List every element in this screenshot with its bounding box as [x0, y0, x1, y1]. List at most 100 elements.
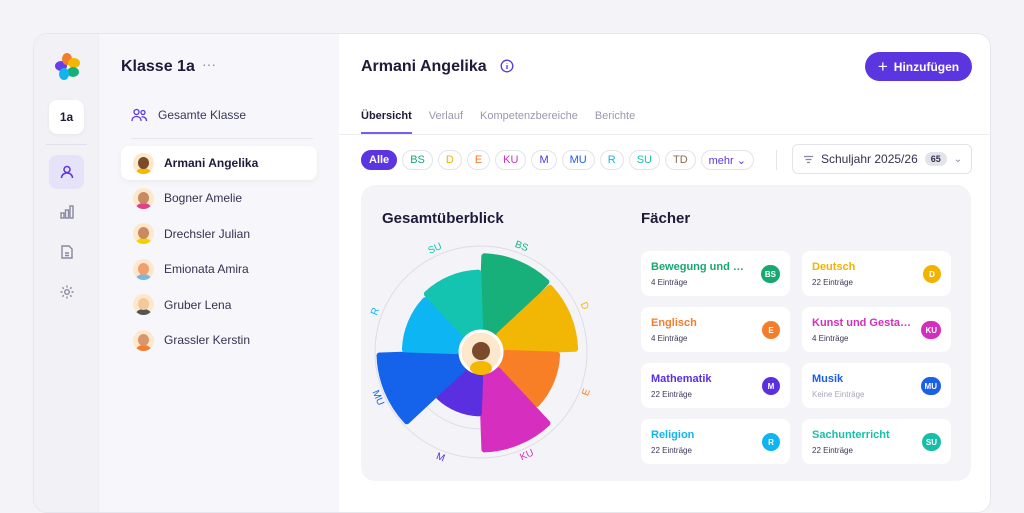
sector-E[interactable] [496, 349, 561, 407]
category-label: R [369, 306, 382, 317]
filter-chip[interactable]: D [437, 150, 462, 170]
subject-card[interactable]: Sachunterricht 22 Einträge SU [802, 419, 951, 464]
sector-D[interactable] [496, 284, 579, 355]
filter-chip[interactable]: R [599, 150, 624, 170]
category-label: BS [513, 239, 530, 254]
subject-badge: M [762, 377, 780, 395]
filter-chip[interactable]: BS [402, 150, 433, 170]
subject-name: Deutsch [812, 261, 856, 273]
filter-chip[interactable]: SU [628, 150, 660, 170]
entry-count: 4 Einträge [651, 278, 688, 287]
student-name: Gruber Lena [164, 297, 232, 312]
entry-count: 22 Einträge [812, 278, 853, 287]
plus-icon: + [877, 56, 888, 76]
avatar [133, 258, 154, 280]
sector-M[interactable] [436, 367, 484, 417]
overview-title: Gesamtüberblick [382, 210, 504, 227]
add-button[interactable]: + Hinzufügen [865, 52, 972, 81]
subject-badge: E [762, 321, 780, 339]
student-name: Armani Angelika [164, 156, 259, 170]
sector-MU[interactable] [376, 349, 466, 425]
filter-chip[interactable]: M [531, 150, 557, 170]
grid-ring [374, 245, 588, 459]
subjects-title: Fächer [641, 210, 691, 227]
filter-chip[interactable]: mehr ⌄ [700, 150, 754, 170]
subject-card[interactable]: Englisch 4 Einträge E [641, 307, 790, 352]
avatar [133, 187, 154, 209]
category-label: KU [518, 448, 535, 464]
avatar-face [472, 342, 490, 360]
filter-chip[interactable]: MU [561, 150, 595, 170]
entry-count: 22 Einträge [812, 446, 853, 455]
tab-2[interactable]: Kompetenzbereiche [480, 110, 578, 122]
category-label: SU [427, 241, 444, 257]
document-icon [60, 245, 73, 259]
filter-chip[interactable]: Alle [361, 150, 398, 170]
more-options-button[interactable]: ··· [202, 56, 216, 72]
divider [339, 134, 990, 135]
reports-nav-button[interactable] [49, 235, 84, 269]
overview-panel: Gesamtüberblick BS D E KU M MU R SU Fächer Bewe… [361, 185, 971, 481]
tab-bar: Übersicht Verlauf Kompetenzbereiche Bericht… [361, 110, 635, 134]
sector-R[interactable] [401, 297, 466, 355]
logo-icon [55, 53, 80, 80]
student-item[interactable]: Gruber Lena [121, 288, 317, 322]
info-icon[interactable] [500, 59, 514, 73]
subject-card[interactable]: Bewegung und Sport 4 Einträge BS [641, 251, 790, 296]
subject-badge: SU [921, 433, 941, 451]
polar-area-chart: BS D E KU M MU R SU [369, 239, 593, 464]
page-title: Armani Angelika [361, 58, 487, 75]
tab-0[interactable]: Übersicht [361, 110, 412, 134]
subject-card[interactable]: Deutsch 22 Einträge D [802, 251, 951, 296]
class-selector[interactable]: 1a [49, 100, 84, 134]
category-label: E [580, 387, 593, 397]
subject-badge: D [923, 265, 941, 283]
whole-class-item[interactable]: Gesamte Klasse [131, 108, 246, 122]
entry-count: 22 Einträge [651, 390, 692, 399]
category-label: D [578, 301, 591, 312]
filter-chip[interactable]: E [466, 150, 491, 170]
avatar [133, 152, 154, 174]
filter-chip[interactable]: KU [495, 150, 527, 170]
sector-KU[interactable] [478, 367, 551, 453]
count-badge: 65 [924, 152, 947, 166]
subject-name: Religion [651, 429, 695, 441]
avatar [133, 223, 154, 245]
subject-filters: Alle BS D E KU M MU R SU TD mehr ⌄ [361, 150, 754, 170]
student-name: Drechsler Julian [164, 226, 251, 241]
divider [776, 150, 777, 170]
subject-badge: KU [921, 321, 941, 339]
app-window: 1a Klasse 1a ··· Gesamte Klasse Armani A… [33, 33, 991, 513]
entry-count: 22 Einträge [651, 446, 692, 455]
tab-1[interactable]: Verlauf [428, 110, 463, 122]
sector-BS[interactable] [478, 253, 550, 337]
entry-count: 4 Einträge [812, 334, 849, 343]
subject-card[interactable]: Kunst und Gestaltung 4 Einträge KU [802, 307, 951, 352]
students-nav-button[interactable] [49, 155, 84, 189]
subject-badge: R [762, 433, 780, 451]
statistics-nav-button[interactable] [49, 195, 84, 229]
school-year-label: Schuljahr 2025/26 [821, 152, 918, 166]
avatar-shirt [470, 361, 492, 375]
school-year-select[interactable]: Schuljahr 2025/26 65 ⌄ [792, 144, 972, 174]
subject-card[interactable]: Religion 22 Einträge R [641, 419, 790, 464]
student-item[interactable]: Bogner Amelie [121, 181, 317, 215]
subject-name: Englisch [651, 317, 697, 329]
whole-class-label: Gesamte Klasse [158, 108, 247, 122]
filter-chip[interactable]: TD [664, 150, 696, 170]
student-item[interactable]: Emionata Amira [121, 252, 317, 286]
students-icon [60, 165, 73, 179]
sector-SU[interactable] [423, 269, 484, 337]
subject-card[interactable]: Musik Keine Einträge MU [802, 363, 951, 408]
tab-3[interactable]: Berichte [594, 110, 636, 122]
subject-name: Kunst und Gestaltung [812, 317, 912, 329]
student-item[interactable]: Drechsler Julian [121, 217, 317, 251]
student-item[interactable]: Grassler Kerstin [121, 323, 317, 357]
settings-nav-button[interactable] [49, 275, 84, 309]
subject-card[interactable]: Mathematik 22 Einträge M [641, 363, 790, 408]
main-content: Armani Angelika + Hinzufügen Übersicht Ver… [339, 34, 990, 512]
category-label: M [435, 451, 447, 464]
student-list-panel: Klasse 1a ··· Gesamte Klasse Armani Ange… [99, 34, 339, 512]
student-item[interactable]: Armani Angelika [121, 146, 317, 180]
group-icon [131, 108, 148, 122]
